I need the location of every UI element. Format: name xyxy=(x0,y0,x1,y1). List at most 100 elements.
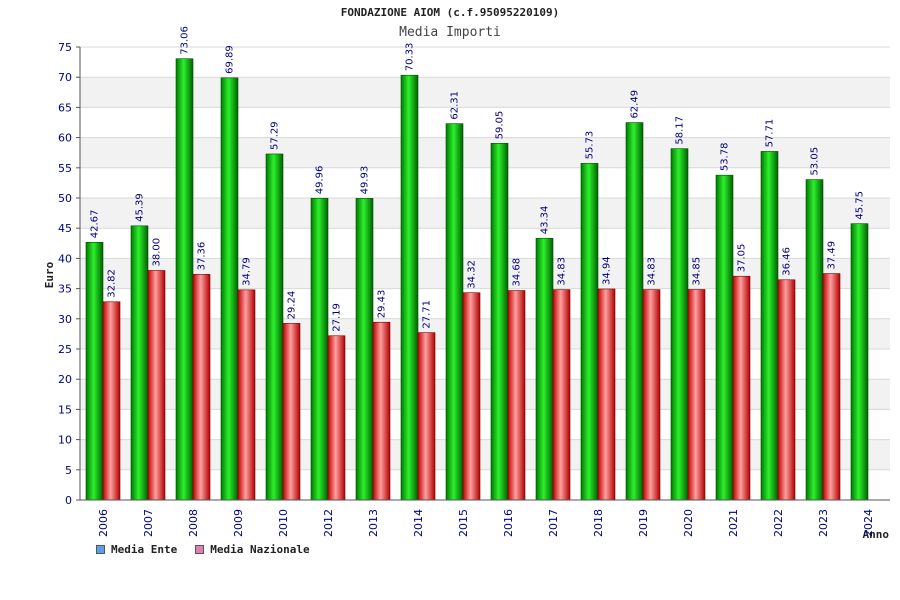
data-label-media-ente: 42.67 xyxy=(90,210,101,239)
data-label-media-nazionale: 34.94 xyxy=(602,256,613,285)
x-tick-label: 2014 xyxy=(412,509,425,537)
y-tick-label: 35 xyxy=(58,283,72,296)
bar-media-ente xyxy=(535,237,554,501)
bar-media-ente xyxy=(355,198,374,501)
bar-media-ente xyxy=(220,77,239,501)
bar-media-nazionale xyxy=(192,274,211,501)
data-label-media-ente: 53.78 xyxy=(720,143,731,172)
bar-media-nazionale xyxy=(507,290,526,501)
data-label-media-ente: 55.73 xyxy=(585,131,596,160)
x-tick-label: 2012 xyxy=(322,509,335,537)
bar-media-nazionale xyxy=(597,288,616,501)
data-label-media-nazionale: 34.32 xyxy=(467,260,478,289)
x-tick-label: 2007 xyxy=(142,509,155,537)
grid-band xyxy=(80,228,890,259)
bar-media-nazionale xyxy=(552,289,571,501)
grid-band xyxy=(80,288,890,319)
y-axis-label: Euro xyxy=(43,261,56,288)
chart-title: FONDAZIONE AIOM (c.f.95095220109) xyxy=(340,6,560,19)
legend-label-ente: Media Ente xyxy=(111,543,178,556)
legend-label-nazionale: Media Nazionale xyxy=(210,543,310,556)
data-label-media-ente: 69.89 xyxy=(225,45,236,74)
chart-subtitle: Media Importi xyxy=(399,25,501,40)
data-label-media-ente: 59.05 xyxy=(495,111,506,140)
bar-media-nazionale xyxy=(732,275,751,501)
data-label-media-ente: 45.39 xyxy=(135,193,146,222)
bar-media-nazionale xyxy=(327,335,346,501)
data-label-media-nazionale: 38.00 xyxy=(152,238,163,267)
grid-band xyxy=(80,137,890,168)
bar-media-ente xyxy=(85,241,104,501)
grid-band xyxy=(80,349,890,380)
x-tick-label: 2009 xyxy=(232,509,245,537)
y-tick-label: 70 xyxy=(58,71,72,84)
x-tick-label: 2020 xyxy=(682,509,695,537)
grid-band xyxy=(80,198,890,229)
x-tick-label: 2024 xyxy=(862,509,875,537)
y-tick-label: 20 xyxy=(58,373,72,386)
bar-media-nazionale xyxy=(687,289,706,501)
x-tick-label: 2008 xyxy=(187,509,200,537)
grid-band xyxy=(80,258,890,289)
bar-media-ente xyxy=(850,223,869,501)
grid-band xyxy=(80,47,890,78)
legend-item-nazionale: Media Nazionale xyxy=(195,543,310,556)
x-tick-label: 2023 xyxy=(817,509,830,537)
legend-item-ente: Media Ente xyxy=(96,543,177,556)
y-tick-label: 40 xyxy=(58,252,72,265)
bar-media-ente xyxy=(625,122,644,501)
data-label-media-ente: 58.17 xyxy=(675,116,686,145)
data-label-media-nazionale: 29.43 xyxy=(377,290,388,319)
bar-media-ente xyxy=(670,148,689,501)
bar-media-ente xyxy=(805,179,824,501)
data-label-media-ente: 73.06 xyxy=(180,26,191,55)
x-tick-label: 2018 xyxy=(592,509,605,537)
bar-media-nazionale xyxy=(282,323,301,501)
grid-band xyxy=(80,379,890,410)
legend-swatch-nazionale xyxy=(195,545,205,554)
grid-band xyxy=(80,469,890,500)
bar-media-ente xyxy=(490,143,509,501)
data-label-media-nazionale: 27.71 xyxy=(422,300,433,329)
grid-band xyxy=(80,318,890,349)
data-label-media-nazionale: 36.46 xyxy=(782,247,793,276)
data-label-media-nazionale: 34.79 xyxy=(242,257,253,286)
data-label-media-nazionale: 34.68 xyxy=(512,258,523,287)
bar-media-ente xyxy=(400,74,419,501)
y-tick-label: 55 xyxy=(58,162,72,175)
data-label-media-nazionale: 34.85 xyxy=(692,257,703,286)
data-label-media-nazionale: 34.83 xyxy=(647,257,658,286)
bar-media-ente xyxy=(265,153,284,501)
legend: Media Ente Media Nazionale xyxy=(96,543,310,556)
bar-media-ente xyxy=(760,151,779,501)
data-label-media-ente: 49.93 xyxy=(360,166,371,195)
y-tick-label: 60 xyxy=(58,132,72,145)
bar-media-ente xyxy=(445,123,464,501)
data-label-media-ente: 45.75 xyxy=(855,191,866,220)
bar-media-nazionale xyxy=(777,279,796,501)
data-label-media-nazionale: 27.19 xyxy=(332,303,343,332)
grid-band xyxy=(80,107,890,138)
grid-band xyxy=(80,439,890,470)
y-tick-label: 30 xyxy=(58,313,72,326)
grid-band xyxy=(80,167,890,198)
x-tick-label: 2013 xyxy=(367,509,380,537)
bar-media-nazionale xyxy=(372,321,391,501)
bar-media-nazionale xyxy=(147,270,166,501)
data-label-media-ente: 62.31 xyxy=(450,91,461,120)
x-tick-label: 2006 xyxy=(97,509,110,537)
y-tick-label: 5 xyxy=(65,464,72,477)
data-label-media-ente: 70.33 xyxy=(405,43,416,72)
data-label-media-ente: 53.05 xyxy=(810,147,821,176)
data-label-media-ente: 49.96 xyxy=(315,166,326,195)
bar-media-ente xyxy=(715,174,734,501)
bar-media-ente xyxy=(310,197,329,501)
data-label-media-ente: 43.34 xyxy=(540,206,551,235)
bar-media-nazionale xyxy=(417,332,436,501)
bar-media-nazionale xyxy=(462,292,481,501)
x-tick-label: 2010 xyxy=(277,509,290,537)
x-tick-label: 2021 xyxy=(727,509,740,537)
x-axis-label: Anno xyxy=(863,528,890,541)
y-tick-label: 45 xyxy=(58,222,72,235)
